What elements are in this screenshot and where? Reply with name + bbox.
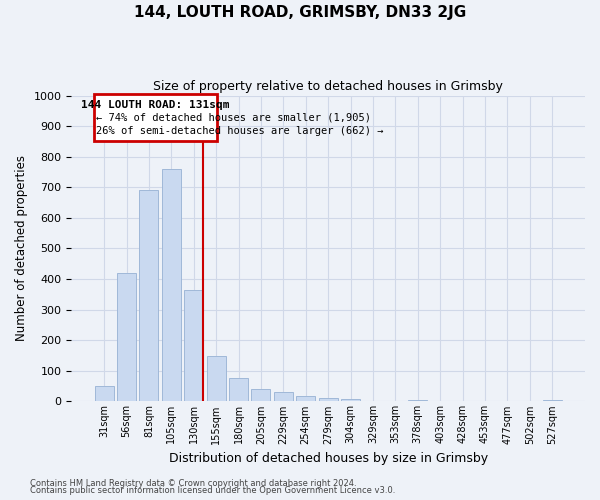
Text: 144, LOUTH ROAD, GRIMSBY, DN33 2JG: 144, LOUTH ROAD, GRIMSBY, DN33 2JG bbox=[134, 5, 466, 20]
Bar bbox=[162, 169, 181, 402]
Bar bbox=[296, 396, 315, 402]
Bar bbox=[251, 389, 271, 402]
Bar bbox=[206, 356, 226, 402]
Title: Size of property relative to detached houses in Grimsby: Size of property relative to detached ho… bbox=[153, 80, 503, 93]
Bar bbox=[274, 392, 293, 402]
Text: 144 LOUTH ROAD: 131sqm: 144 LOUTH ROAD: 131sqm bbox=[82, 100, 230, 110]
Bar bbox=[319, 398, 338, 402]
Text: Contains public sector information licensed under the Open Government Licence v3: Contains public sector information licen… bbox=[30, 486, 395, 495]
Bar bbox=[94, 94, 217, 142]
Bar bbox=[341, 399, 360, 402]
Text: Contains HM Land Registry data © Crown copyright and database right 2024.: Contains HM Land Registry data © Crown c… bbox=[30, 478, 356, 488]
Bar bbox=[139, 190, 158, 402]
Text: 26% of semi-detached houses are larger (662) →: 26% of semi-detached houses are larger (… bbox=[97, 126, 384, 136]
Text: ← 74% of detached houses are smaller (1,905): ← 74% of detached houses are smaller (1,… bbox=[97, 112, 371, 122]
Y-axis label: Number of detached properties: Number of detached properties bbox=[15, 156, 28, 342]
Bar bbox=[542, 400, 562, 402]
Bar bbox=[229, 378, 248, 402]
Bar bbox=[95, 386, 113, 402]
Bar bbox=[117, 273, 136, 402]
Bar bbox=[184, 290, 203, 402]
X-axis label: Distribution of detached houses by size in Grimsby: Distribution of detached houses by size … bbox=[169, 452, 488, 465]
Bar bbox=[408, 400, 427, 402]
